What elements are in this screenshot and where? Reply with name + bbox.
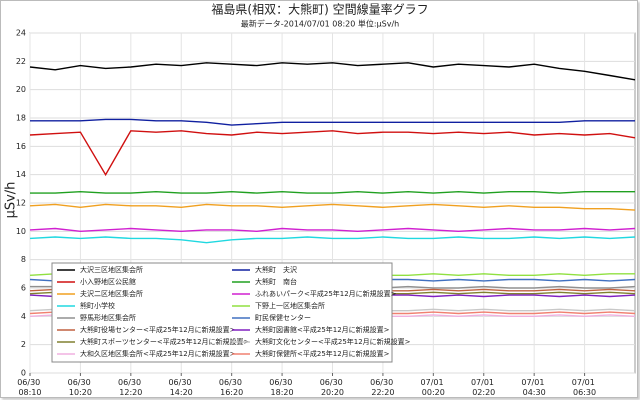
x-tick-time: 00:20 bbox=[422, 388, 445, 397]
y-axis-label: μSv/h bbox=[4, 182, 19, 219]
x-tick-label: 06/30 22:20 bbox=[370, 378, 396, 397]
x-tick-time: 02:20 bbox=[472, 388, 495, 397]
series-line bbox=[30, 118, 635, 126]
legend-label: 大熊町図書館<平成25年12月に新規設置> bbox=[255, 325, 390, 334]
x-tick-date: 07/01 bbox=[421, 378, 447, 387]
x-tick-label: 07/01 00:20 bbox=[421, 378, 447, 397]
x-tick-date: 06/30 bbox=[118, 378, 144, 387]
legend-label: 大熊町 夫沢 bbox=[255, 265, 297, 274]
x-tick-date: 07/01 bbox=[471, 378, 497, 387]
x-tick-label: 07/01 06:30 bbox=[572, 378, 598, 397]
x-tick-date: 06/30 bbox=[68, 378, 94, 387]
x-tick-label: 06/30 18:20 bbox=[269, 378, 295, 397]
x-tick-label: 06/30 08:10 bbox=[17, 378, 43, 397]
y-tick-label: 16 bbox=[16, 142, 26, 151]
y-tick-label: 4 bbox=[21, 312, 26, 321]
x-tick-time: 10:20 bbox=[69, 388, 92, 397]
x-tick-time: 18:20 bbox=[271, 388, 294, 397]
legend-label: 大熊町役場センター<平成25年12月に新規設置> bbox=[80, 325, 236, 334]
y-tick-label: 22 bbox=[16, 57, 26, 66]
series-line bbox=[29, 62, 636, 81]
legend-label: 大熊町文化センター<平成25年12月に新規設置> bbox=[255, 337, 411, 346]
legend-label: 大熊町 南台 bbox=[255, 277, 297, 286]
legend-label: 大熊町保健所<平成25年12月に新規設置> bbox=[255, 349, 390, 358]
x-tick-label: 07/01 02:20 bbox=[471, 378, 497, 397]
x-tick-time: 20:20 bbox=[321, 388, 344, 397]
series-line bbox=[29, 203, 636, 211]
legend-label: 熊町小学校 bbox=[80, 301, 115, 310]
x-tick-date: 06/30 bbox=[370, 378, 396, 387]
legend-label: 野馬形地区集会所 bbox=[80, 313, 136, 322]
legend-label: 大沢三区地区集会所 bbox=[80, 265, 143, 274]
series-line bbox=[30, 190, 635, 194]
series-line bbox=[29, 130, 636, 177]
chart-subtitle: 最新データ-2014/07/01 08:20 単位:μSv/h bbox=[241, 19, 400, 29]
x-tick-label: 06/30 10:20 bbox=[68, 378, 94, 397]
legend-label: ふれあいパーク<平成25年12月に新規設置> bbox=[255, 289, 397, 298]
x-tick-time: 08:10 bbox=[18, 388, 41, 397]
x-tick-label: 06/30 16:20 bbox=[219, 378, 245, 397]
x-tick-time: 12:20 bbox=[119, 388, 142, 397]
y-tick-label: 0 bbox=[21, 369, 26, 378]
x-tick-time: 16:20 bbox=[220, 388, 243, 397]
x-tick-date: 07/01 bbox=[572, 378, 598, 387]
x-tick-time: 04:30 bbox=[523, 388, 546, 397]
x-tick-time: 22:20 bbox=[371, 388, 394, 397]
y-tick-label: 14 bbox=[16, 170, 26, 179]
x-tick-date: 06/30 bbox=[219, 378, 245, 387]
series-line bbox=[29, 227, 636, 233]
y-tick-label: 24 bbox=[16, 29, 26, 38]
legend-label: 下野上一区地区集会所 bbox=[255, 301, 325, 310]
x-tick-date: 06/30 bbox=[17, 378, 43, 387]
y-tick-label: 10 bbox=[16, 227, 26, 236]
y-tick-label: 8 bbox=[21, 255, 26, 264]
x-tick-time: 06:30 bbox=[573, 388, 596, 397]
y-tick-label: 6 bbox=[21, 284, 26, 293]
y-tick-label: 2 bbox=[21, 340, 26, 349]
legend-label: 町民保健センター bbox=[255, 313, 311, 322]
chart-title: 福島県(相双：大熊町) 空間線量率グラフ bbox=[211, 2, 428, 17]
y-tick-label: 18 bbox=[16, 114, 26, 123]
x-tick-date: 06/30 bbox=[269, 378, 295, 387]
legend-label: 夫沢二区地区集会所 bbox=[80, 289, 143, 298]
legend-label: 大熊町スポーツセンター<平成25年12月に新規設置> bbox=[80, 337, 250, 346]
x-tick-time: 14:20 bbox=[170, 388, 193, 397]
x-tick-label: 06/30 20:20 bbox=[320, 378, 346, 397]
legend-label: 大和久区地区集会所<平成25年12月に新規設置> bbox=[80, 349, 236, 358]
x-tick-label: 06/30 12:20 bbox=[118, 378, 144, 397]
legend-box bbox=[51, 262, 393, 363]
x-tick-date: 07/01 bbox=[521, 378, 547, 387]
y-tick-label: 12 bbox=[16, 199, 26, 208]
y-tick-label: 20 bbox=[16, 85, 26, 94]
x-tick-label: 07/01 04:30 bbox=[521, 378, 547, 397]
x-tick-date: 06/30 bbox=[168, 378, 194, 387]
series-line bbox=[29, 236, 636, 244]
x-tick-date: 06/30 bbox=[320, 378, 346, 387]
x-tick-label: 06/30 14:20 bbox=[168, 378, 194, 397]
legend-label: 小入野地区公民館 bbox=[80, 277, 136, 286]
